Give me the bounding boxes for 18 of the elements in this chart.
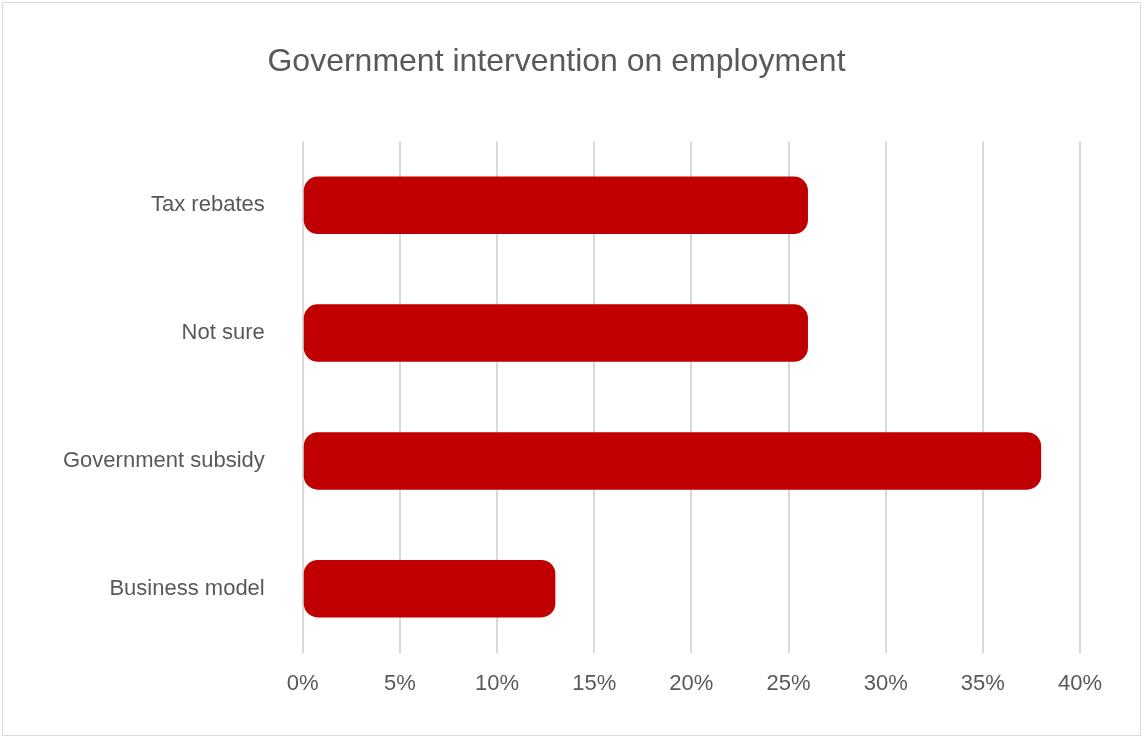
x-tick-label: 35% <box>960 669 1005 695</box>
x-tick-label: 15% <box>572 669 617 695</box>
y-tick-label: Not sure <box>181 319 265 345</box>
x-tick-label: 30% <box>863 669 908 695</box>
x-tick-label: 25% <box>766 669 811 695</box>
bar <box>303 559 556 618</box>
chart-title: Government intervention on employment <box>267 42 846 79</box>
x-tick-label: 20% <box>669 669 714 695</box>
x-tick-label: 5% <box>384 669 416 695</box>
x-tick-label: 0% <box>286 669 319 695</box>
y-tick-label: Government subsidy <box>62 446 265 472</box>
x-tick-label: 10% <box>475 669 520 695</box>
y-tick-label: Tax rebates <box>151 191 265 217</box>
y-tick-label: Business model <box>109 574 265 600</box>
x-tick-label: 40% <box>1057 669 1103 695</box>
bar <box>303 176 808 235</box>
bar <box>303 304 808 362</box>
bar <box>303 432 1042 490</box>
